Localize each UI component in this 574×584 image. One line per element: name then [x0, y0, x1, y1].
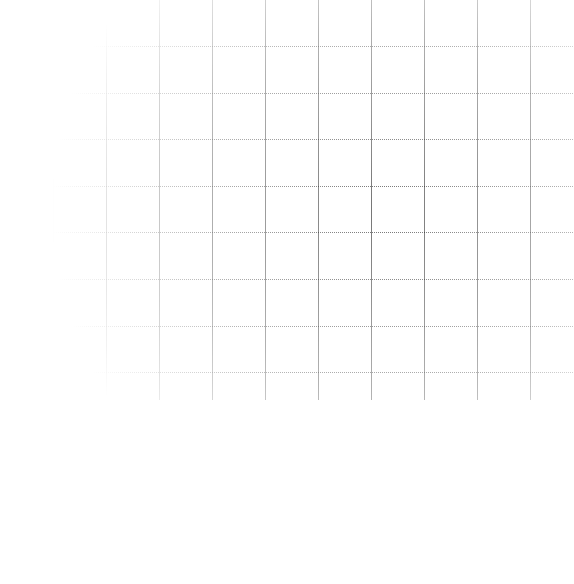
grid-lines: [0, 0, 574, 400]
